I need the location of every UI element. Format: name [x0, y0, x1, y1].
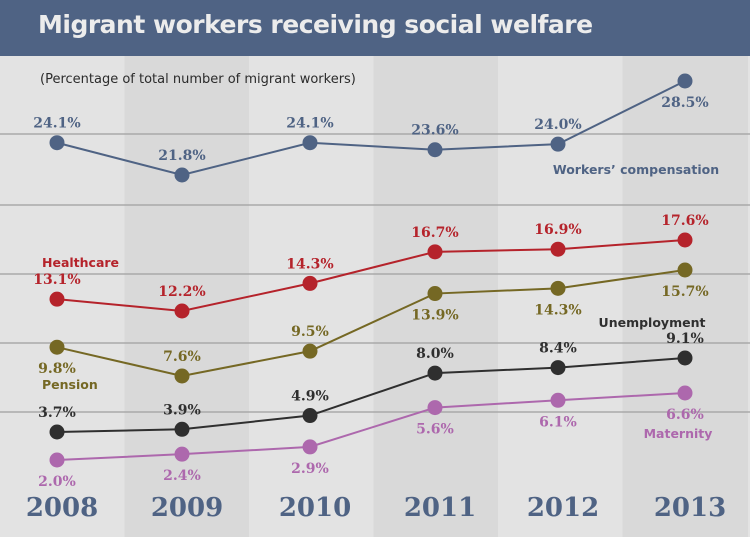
data-label: 13.9% — [411, 308, 458, 324]
x-tick-label: 2013 — [654, 493, 726, 523]
series-line-unemployment — [56, 357, 686, 433]
data-label: 9.5% — [291, 324, 329, 340]
data-point — [302, 343, 318, 359]
data-label: 13.1% — [33, 272, 80, 288]
data-label: 8.4% — [539, 341, 577, 357]
data-label: 16.9% — [534, 222, 581, 238]
data-point — [550, 360, 566, 376]
x-tick-label: 2008 — [26, 493, 98, 523]
data-label: 9.8% — [38, 361, 76, 377]
data-point — [302, 275, 318, 291]
series-line-pension — [56, 269, 686, 378]
data-label: 24.1% — [33, 116, 80, 132]
data-point — [427, 365, 443, 381]
data-label: 3.7% — [38, 405, 76, 421]
data-label: 24.0% — [534, 117, 581, 133]
data-label: 24.1% — [286, 116, 333, 132]
data-point — [49, 452, 65, 468]
data-label: 8.0% — [416, 346, 454, 362]
data-point — [677, 385, 693, 401]
data-point — [550, 241, 566, 257]
column-band-2012 — [498, 56, 624, 537]
data-point — [427, 142, 443, 158]
data-point — [174, 167, 190, 183]
data-label: 9.1% — [666, 331, 704, 347]
x-tick-label: 2010 — [279, 493, 351, 523]
series-label-workers-compensation: Workers’ compensation — [553, 162, 719, 177]
data-label: 2.0% — [38, 474, 76, 490]
data-label: 14.3% — [534, 302, 581, 318]
series-label-unemployment: Unemployment — [599, 315, 706, 330]
data-point — [49, 135, 65, 151]
data-label: 2.9% — [291, 461, 329, 477]
column-band-2013 — [622, 56, 748, 537]
value-labels: 24.1% 21.8% 24.1% 23.6% 24.0% 28.5% 13.1% 12.2%… — [33, 95, 708, 490]
data-point — [174, 303, 190, 319]
data-label: 5.6% — [416, 422, 454, 438]
data-point — [49, 291, 65, 307]
data-point — [302, 135, 318, 151]
header-bar: Migrant workers receiving social welfare — [0, 0, 750, 56]
series-line-healthcare — [56, 239, 686, 313]
data-label: 14.3% — [286, 256, 333, 272]
data-label: 23.6% — [411, 123, 458, 139]
data-point — [427, 244, 443, 260]
series-lines — [56, 80, 686, 461]
x-tick-label: 2009 — [151, 493, 223, 523]
series-label-healthcare: Healthcare — [42, 255, 119, 270]
data-point — [550, 136, 566, 152]
data-point — [174, 446, 190, 462]
x-tick-label: 2011 — [404, 493, 476, 523]
data-label: 16.7% — [411, 225, 458, 241]
series-labels: Workers’ compensation Healthcare Pension Un… — [42, 162, 719, 441]
series-line-workers-compensation — [56, 80, 686, 177]
data-point — [550, 280, 566, 296]
data-point — [677, 350, 693, 366]
chart-title: Migrant workers receiving social welfare — [38, 10, 593, 39]
data-label: 28.5% — [661, 95, 708, 111]
data-point — [49, 339, 65, 355]
data-point — [49, 424, 65, 440]
line-chart: (Percentage of total number of migrant w… — [0, 56, 750, 537]
data-point — [302, 408, 318, 424]
data-point — [677, 232, 693, 248]
data-label: 6.1% — [539, 414, 577, 430]
x-axis-labels: 2008 2009 2010 2011 2012 2013 — [26, 493, 726, 523]
data-point — [550, 392, 566, 408]
data-point — [677, 73, 693, 89]
data-label: 2.4% — [163, 468, 201, 484]
x-tick-label: 2012 — [527, 493, 599, 523]
data-label: 7.6% — [163, 349, 201, 365]
data-label: 4.9% — [291, 389, 329, 405]
chart-subtitle: (Percentage of total number of migrant w… — [40, 72, 356, 87]
column-bands — [0, 56, 748, 537]
data-point — [677, 262, 693, 278]
data-label: 3.9% — [163, 402, 201, 418]
data-label: 15.7% — [661, 284, 708, 300]
data-label: 6.6% — [666, 407, 704, 423]
series-points — [49, 73, 693, 468]
series-line-maternity — [56, 392, 686, 461]
data-label: 21.8% — [158, 148, 205, 164]
data-label: 17.6% — [661, 213, 708, 229]
data-point — [174, 368, 190, 384]
series-label-maternity: Maternity — [644, 426, 713, 441]
data-point — [427, 286, 443, 302]
gridlines — [0, 133, 750, 413]
data-point — [174, 421, 190, 437]
data-label: 12.2% — [158, 284, 205, 300]
data-point — [427, 400, 443, 416]
series-label-pension: Pension — [42, 377, 98, 392]
data-point — [302, 439, 318, 455]
